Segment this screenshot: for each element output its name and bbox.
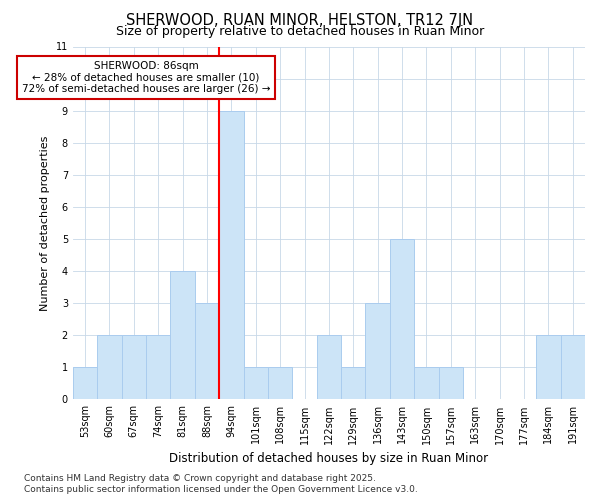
Text: Contains HM Land Registry data © Crown copyright and database right 2025.
Contai: Contains HM Land Registry data © Crown c… bbox=[24, 474, 418, 494]
Bar bbox=[317, 336, 341, 400]
Y-axis label: Number of detached properties: Number of detached properties bbox=[40, 136, 50, 310]
X-axis label: Distribution of detached houses by size in Ruan Minor: Distribution of detached houses by size … bbox=[169, 452, 488, 465]
Bar bbox=[170, 271, 195, 400]
Text: SHERWOOD: 86sqm
← 28% of detached houses are smaller (10)
72% of semi-detached h: SHERWOOD: 86sqm ← 28% of detached houses… bbox=[22, 61, 270, 94]
Text: SHERWOOD, RUAN MINOR, HELSTON, TR12 7JN: SHERWOOD, RUAN MINOR, HELSTON, TR12 7JN bbox=[127, 12, 473, 28]
Bar bbox=[536, 336, 560, 400]
Bar bbox=[414, 368, 439, 400]
Bar bbox=[560, 336, 585, 400]
Bar bbox=[73, 368, 97, 400]
Bar bbox=[195, 303, 219, 400]
Bar bbox=[122, 336, 146, 400]
Bar bbox=[390, 239, 414, 400]
Bar bbox=[341, 368, 365, 400]
Bar bbox=[219, 110, 244, 400]
Bar bbox=[439, 368, 463, 400]
Bar bbox=[146, 336, 170, 400]
Bar bbox=[268, 368, 292, 400]
Bar bbox=[365, 303, 390, 400]
Text: Size of property relative to detached houses in Ruan Minor: Size of property relative to detached ho… bbox=[116, 25, 484, 38]
Bar bbox=[97, 336, 122, 400]
Bar bbox=[244, 368, 268, 400]
